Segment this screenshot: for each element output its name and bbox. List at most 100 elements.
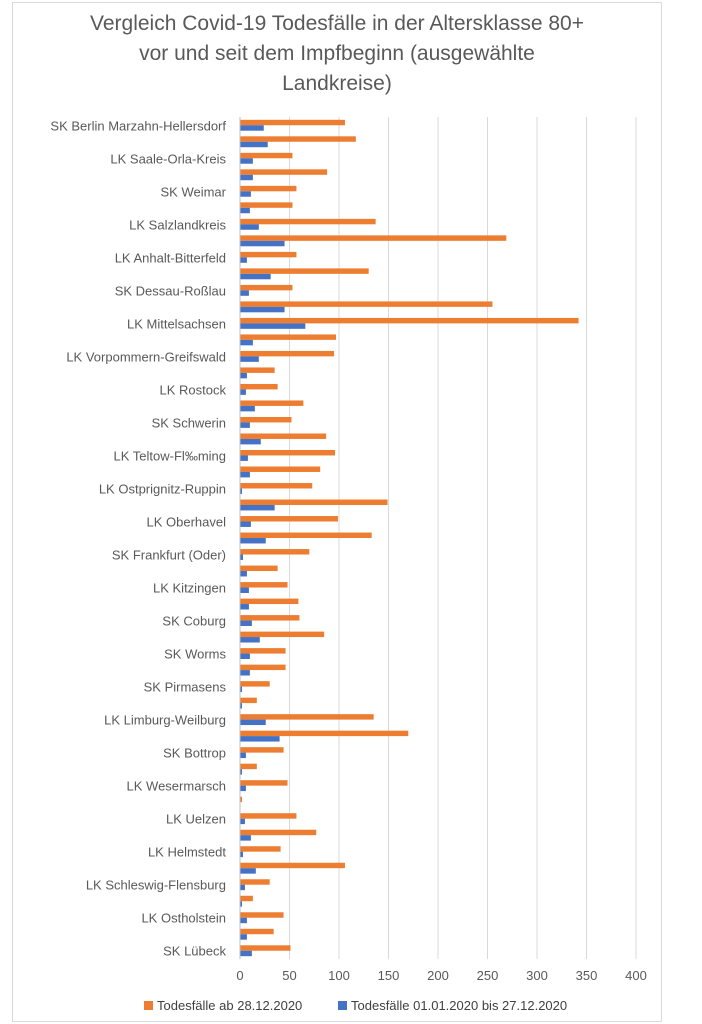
y-category-label: LK Vorpommern-Greifswald — [66, 349, 226, 364]
bar-series-1 — [240, 251, 297, 258]
bar-series-1 — [240, 912, 284, 918]
chart-title-line-2: vor und seit dem Impfbeginn (ausgewählte — [139, 42, 535, 65]
bar-series-2 — [240, 670, 250, 676]
legend-item-series-2: Todesfälle 01.01.2020 bis 27.12.2020 — [338, 998, 567, 1013]
bar-series-2 — [240, 835, 251, 841]
bar-series-1 — [240, 763, 257, 770]
bar-series-1 — [240, 730, 409, 737]
x-tick-label: 150 — [378, 968, 400, 983]
bar-series-2 — [240, 752, 246, 759]
bar-series-1 — [240, 416, 292, 423]
bar-series-2 — [240, 422, 250, 428]
bar-series-1 — [240, 400, 304, 406]
bar-series-2 — [240, 455, 248, 461]
bar-series-2 — [240, 868, 256, 874]
bar-series-2 — [240, 488, 242, 494]
bar-series-1 — [240, 350, 335, 357]
bar-series-1 — [240, 235, 507, 241]
bar-series-2 — [240, 587, 249, 593]
bar-series-1 — [240, 796, 242, 803]
bar-series-1 — [240, 879, 270, 885]
bar-series-1 — [240, 367, 275, 373]
bar-series-2 — [240, 604, 249, 610]
bar-series-1 — [240, 747, 284, 753]
bar-series-2 — [240, 917, 247, 924]
bar-series-1 — [240, 565, 278, 572]
y-category-label: LK Ostholstein — [141, 911, 226, 926]
bar-series-2 — [240, 224, 259, 230]
bar-series-2 — [240, 471, 250, 478]
y-category-label: LK Limburg-Weilburg — [104, 713, 226, 728]
bars — [240, 119, 579, 957]
bar-series-1 — [240, 317, 579, 324]
bar-series-1 — [240, 202, 293, 208]
bar-series-2 — [240, 273, 271, 280]
bar-series-1 — [240, 681, 270, 687]
y-category-label: LK Mittelsachsen — [127, 316, 226, 331]
bar-series-2 — [240, 736, 280, 742]
bar-series-2 — [240, 785, 246, 792]
x-tick-label: 50 — [282, 968, 296, 983]
bar-series-1 — [240, 516, 339, 522]
x-tick-label: 300 — [526, 968, 548, 983]
bar-series-2 — [240, 290, 249, 296]
bar-series-1 — [240, 895, 253, 902]
y-category-label: LK Rostock — [160, 382, 227, 397]
bar-series-1 — [240, 862, 345, 869]
bar-series-1 — [240, 185, 297, 192]
bar-series-1 — [240, 268, 369, 274]
legend-swatch-orange — [144, 1001, 153, 1010]
bar-series-2 — [240, 504, 275, 511]
bar-series-2 — [240, 950, 252, 957]
bar-series-1 — [240, 631, 325, 638]
y-category-label: LK Kitzingen — [153, 581, 226, 596]
bar-series-2 — [240, 125, 264, 131]
bar-series-1 — [240, 714, 374, 720]
y-category-label: SK Worms — [164, 647, 226, 662]
y-category-label: LK Wesermarsch — [127, 779, 226, 794]
bar-series-1 — [240, 466, 321, 472]
bar-series-2 — [240, 174, 253, 181]
y-category-label: SK Coburg — [162, 614, 226, 629]
bar-series-1 — [240, 697, 257, 704]
y-category-label: SK Schwerin — [152, 415, 226, 430]
bar-series-1 — [240, 499, 388, 505]
y-category-label: SK Weimar — [161, 184, 227, 199]
bar-series-2 — [240, 653, 250, 660]
chart-frame — [12, 2, 662, 1022]
x-tick-label: 200 — [427, 968, 449, 983]
bar-series-2 — [240, 356, 259, 362]
x-tick-label: 400 — [625, 968, 647, 983]
chart-title-line-1: Vergleich Covid-19 Todesfälle in der Alt… — [90, 12, 584, 35]
bar-series-2 — [240, 818, 245, 825]
bar-series-1 — [240, 433, 327, 439]
y-category-label: LK Schleswig-Flensburg — [86, 878, 226, 893]
bar-series-1 — [240, 945, 291, 951]
y-category-label: LK Ostprignitz-Ruppin — [99, 481, 226, 496]
bar-series-2 — [240, 703, 242, 709]
bar-series-2 — [240, 637, 260, 643]
bar-series-2 — [240, 884, 245, 891]
legend-item-series-1: Todesfälle ab 28.12.2020 — [144, 998, 302, 1013]
bar-series-1 — [240, 829, 317, 836]
y-category-label: LK Helmstedt — [148, 845, 226, 860]
bar-series-2 — [240, 438, 261, 445]
x-tick-label: 0 — [236, 968, 243, 983]
bar-series-1 — [240, 152, 293, 159]
y-category-label: LK Oberhavel — [147, 514, 227, 529]
bar-series-2 — [240, 851, 243, 858]
bar-series-2 — [240, 571, 247, 577]
y-category-label: SK Dessau-Roßlau — [115, 283, 226, 298]
legend-label-series-2: Todesfälle 01.01.2020 bis 27.12.2020 — [351, 998, 568, 1013]
bar-series-2 — [240, 521, 251, 527]
bar-series-1 — [240, 532, 372, 538]
bar-series-1 — [240, 598, 299, 605]
legend-swatch-blue — [338, 1001, 347, 1010]
bar-series-1 — [240, 284, 293, 291]
bar-series-2 — [240, 207, 250, 214]
y-category-label: SK Bottrop — [163, 746, 226, 761]
bar-series-2 — [240, 554, 243, 560]
x-tick-label: 100 — [328, 968, 350, 983]
bar-series-2 — [240, 934, 247, 940]
